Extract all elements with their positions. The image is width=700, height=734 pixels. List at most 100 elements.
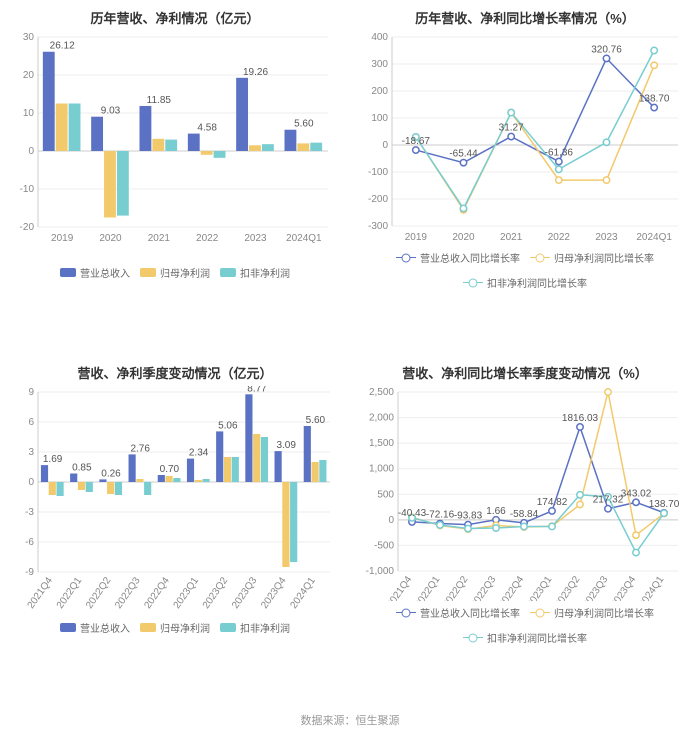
- svg-text:2022Q2: 2022Q2: [441, 574, 471, 601]
- legend-line-icon: [396, 612, 416, 613]
- svg-text:200: 200: [371, 86, 388, 97]
- svg-text:-93.83: -93.83: [454, 511, 483, 522]
- svg-text:2021: 2021: [500, 232, 523, 243]
- svg-text:9: 9: [28, 387, 34, 398]
- legend-swatch: [60, 623, 76, 632]
- legend-label: 归母净利润同比增长率: [554, 250, 654, 265]
- svg-text:2024Q1: 2024Q1: [636, 232, 672, 243]
- svg-text:2022Q4: 2022Q4: [497, 574, 527, 601]
- svg-text:2,000: 2,000: [369, 413, 394, 424]
- svg-text:400: 400: [371, 32, 388, 43]
- legend-line-icon: [396, 257, 416, 258]
- svg-text:9.03: 9.03: [101, 106, 121, 117]
- svg-text:2022: 2022: [548, 232, 571, 243]
- legend-label: 归母净利润: [160, 620, 210, 635]
- svg-text:10: 10: [23, 108, 35, 119]
- legend-item: 营业总收入: [60, 265, 130, 280]
- svg-text:-20: -20: [20, 222, 35, 233]
- svg-text:2.34: 2.34: [189, 448, 209, 459]
- legend-line-icon: [463, 637, 483, 638]
- data-source-footer: 数据来源：恒生聚源: [0, 710, 700, 728]
- panel-bottom-left: 营收、净利季度变动情况（亿元） -9-6-303691.690.850.262.…: [0, 355, 350, 710]
- svg-text:20: 20: [23, 70, 35, 81]
- legend-label: 营业总收入同比增长率: [420, 250, 520, 265]
- svg-text:2019: 2019: [51, 233, 74, 244]
- svg-text:3: 3: [28, 447, 34, 458]
- chart-tl: -20-10010203026.129.0311.854.5819.265.60…: [4, 31, 346, 261]
- svg-text:19.26: 19.26: [243, 67, 268, 78]
- svg-text:2021Q4: 2021Q4: [26, 575, 56, 611]
- legend-item: 扣非净利润同比增长率: [463, 275, 587, 290]
- svg-text:138.70: 138.70: [639, 94, 670, 105]
- panel-top-right: 历年营收、净利同比增长率情况（%） -300-200-1000100200300…: [350, 0, 700, 355]
- legend-label: 营业总收入同比增长率: [420, 605, 520, 620]
- svg-text:2023Q1: 2023Q1: [172, 575, 202, 611]
- legend-label: 扣非净利润同比增长率: [487, 275, 587, 290]
- svg-text:2.76: 2.76: [130, 443, 150, 454]
- svg-text:4.58: 4.58: [197, 123, 217, 134]
- svg-text:-65.44: -65.44: [449, 149, 478, 160]
- svg-text:-40.43: -40.43: [398, 508, 427, 519]
- svg-text:6: 6: [28, 417, 34, 428]
- svg-text:2022Q3: 2022Q3: [113, 575, 143, 611]
- svg-text:2023: 2023: [595, 232, 618, 243]
- chart-title: 营收、净利季度变动情况（亿元）: [4, 363, 346, 382]
- svg-text:2022Q1: 2022Q1: [55, 575, 85, 611]
- svg-text:2019: 2019: [405, 232, 428, 243]
- svg-text:5.60: 5.60: [306, 415, 326, 426]
- svg-text:138.70: 138.70: [649, 499, 680, 510]
- svg-text:217.32: 217.32: [593, 495, 624, 506]
- legend-item: 归母净利润同比增长率: [530, 605, 654, 620]
- legend-item: 归母净利润同比增长率: [530, 250, 654, 265]
- chart-title: 历年营收、净利情况（亿元）: [4, 8, 346, 27]
- legend-line-icon: [463, 282, 483, 283]
- svg-text:1816.03: 1816.03: [562, 413, 599, 424]
- legend-bl: 营业总收入 归母净利润扣非净利润: [4, 620, 346, 635]
- legend-item: 营业总收入同比增长率: [396, 250, 520, 265]
- legend-item: 营业总收入同比增长率: [396, 605, 520, 620]
- legend-item: 归母净利润: [140, 265, 210, 280]
- svg-text:2,500: 2,500: [369, 387, 394, 398]
- svg-text:-61.36: -61.36: [545, 148, 574, 159]
- svg-text:500: 500: [377, 489, 394, 500]
- legend-swatch: [140, 268, 156, 277]
- legend-line-icon: [530, 257, 550, 258]
- svg-text:5.06: 5.06: [218, 420, 238, 431]
- svg-text:2024Q1: 2024Q1: [286, 233, 322, 244]
- chart-grid: 历年营收、净利情况（亿元） -20-10010203026.129.0311.8…: [0, 0, 700, 710]
- svg-text:2022Q4: 2022Q4: [142, 575, 172, 611]
- svg-text:3.09: 3.09: [276, 440, 296, 451]
- svg-text:1,000: 1,000: [369, 464, 394, 475]
- svg-text:-1,000: -1,000: [366, 566, 395, 577]
- svg-text:2023Q2: 2023Q2: [553, 574, 583, 601]
- chart-tr: -300-200-1000100200300400-18.67-65.4431.…: [354, 31, 696, 246]
- legend-item: 扣非净利润: [220, 620, 290, 635]
- legend-swatch: [140, 623, 156, 632]
- legend-item: 营业总收入: [60, 620, 130, 635]
- svg-text:-3: -3: [25, 507, 34, 518]
- legend-item: 归母净利润: [140, 620, 210, 635]
- svg-text:0.85: 0.85: [72, 463, 92, 474]
- svg-text:2023Q3: 2023Q3: [230, 575, 260, 611]
- svg-text:2021Q4: 2021Q4: [385, 574, 415, 601]
- svg-text:0: 0: [382, 140, 388, 151]
- svg-text:2023Q1: 2023Q1: [525, 574, 555, 601]
- svg-text:2023: 2023: [244, 233, 267, 244]
- legend-swatch: [220, 623, 236, 632]
- svg-text:0: 0: [388, 515, 394, 526]
- chart-title: 营收、净利同比增长率季度变动情况（%）: [354, 363, 696, 382]
- svg-text:-200: -200: [368, 194, 388, 205]
- svg-text:8.77: 8.77: [247, 386, 267, 394]
- legend-tr: 营业总收入同比增长率 归母净利润同比增长率扣非净利润同比增长率: [354, 250, 696, 290]
- svg-text:343.02: 343.02: [621, 488, 652, 499]
- svg-text:-10: -10: [20, 184, 35, 195]
- svg-text:-72.16: -72.16: [426, 510, 455, 521]
- svg-text:-58.84: -58.84: [510, 509, 539, 520]
- svg-text:2020: 2020: [99, 233, 122, 244]
- legend-item: 扣非净利润同比增长率: [463, 630, 587, 645]
- svg-text:2020: 2020: [452, 232, 475, 243]
- panel-bottom-right: 营收、净利同比增长率季度变动情况（%） -1,000-50005001,0001…: [350, 355, 700, 710]
- svg-text:2023Q4: 2023Q4: [259, 575, 289, 611]
- panel-top-left: 历年营收、净利情况（亿元） -20-10010203026.129.0311.8…: [0, 0, 350, 355]
- svg-text:2024Q1: 2024Q1: [288, 575, 318, 611]
